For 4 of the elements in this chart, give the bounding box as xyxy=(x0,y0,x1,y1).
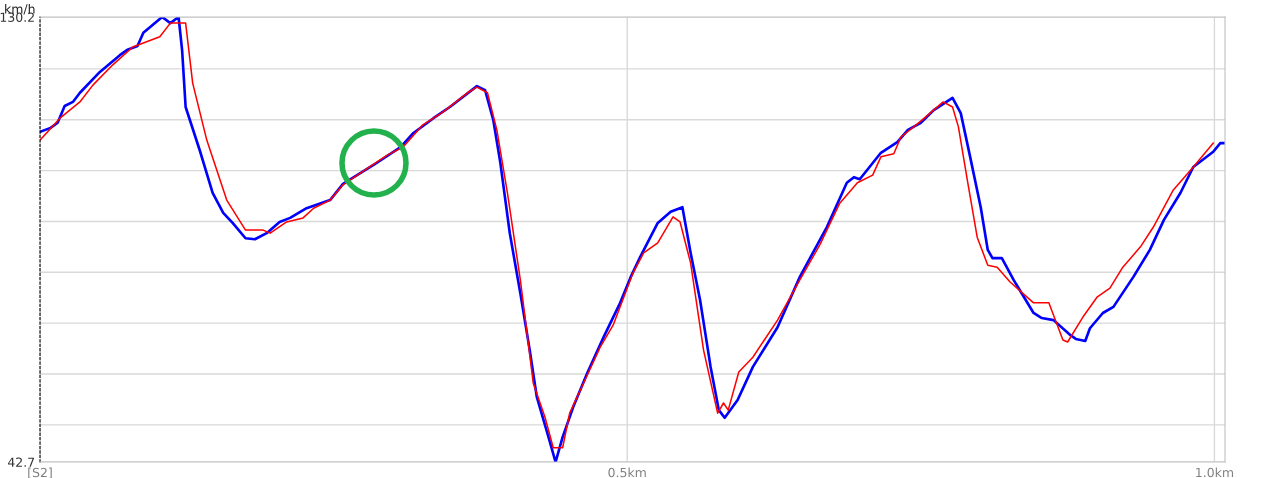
x-tick-label: 1.0km xyxy=(1196,467,1234,478)
x-tick-label: 0.5km xyxy=(608,467,646,478)
x-tick-label: [S2] xyxy=(28,467,52,478)
y-tick-label: 42.7 xyxy=(7,457,35,467)
